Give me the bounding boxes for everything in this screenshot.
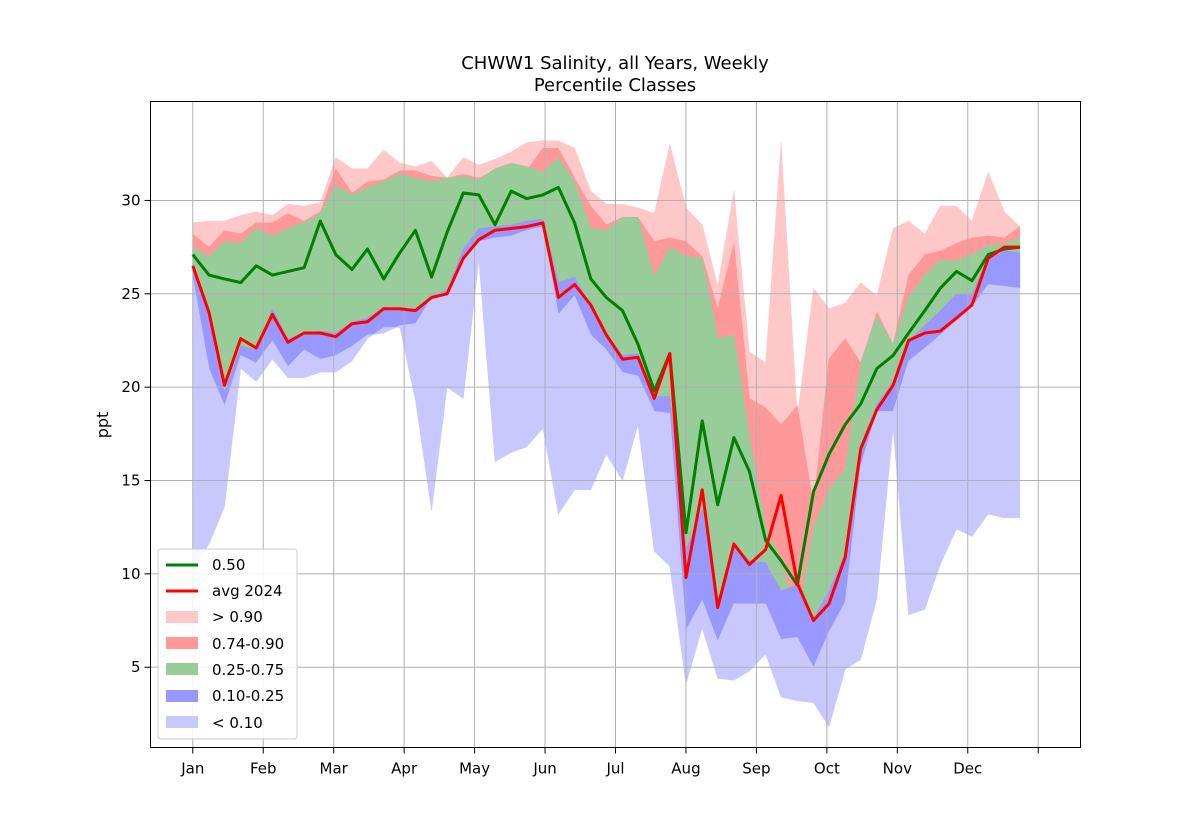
legend-swatch-p25-75 bbox=[166, 663, 198, 675]
legend-swatch-lt010 bbox=[166, 716, 198, 728]
legend: 0.50 avg 2024 > 0.90 0.74-0.90 0.25-0.75… bbox=[157, 548, 298, 740]
x-tick-label: Oct bbox=[814, 760, 840, 778]
y-tick-label: 15 bbox=[121, 472, 140, 490]
x-tick-label: Aug bbox=[671, 760, 700, 778]
legend-swatch-p74-90 bbox=[166, 637, 198, 649]
legend-swatch-gt090 bbox=[166, 611, 198, 623]
x-tick-label: Dec bbox=[953, 760, 982, 778]
y-tick-label: 5 bbox=[131, 658, 141, 676]
x-tick-label: Feb bbox=[250, 760, 277, 778]
y-tick-label: 10 bbox=[121, 565, 140, 583]
x-tick-label: Nov bbox=[883, 760, 912, 778]
y-axis-label: ppt bbox=[93, 412, 112, 439]
y-axis-ticks: 5 10 15 20 25 30 bbox=[121, 191, 151, 676]
x-tick-label: Apr bbox=[391, 760, 418, 778]
legend-label-p74-90: 0.74-0.90 bbox=[212, 635, 284, 653]
y-tick-label: 30 bbox=[121, 191, 140, 209]
x-tick-label: Jan bbox=[180, 760, 204, 778]
legend-label-avg2024: avg 2024 bbox=[212, 582, 283, 600]
y-tick-label: 25 bbox=[121, 285, 140, 303]
x-tick-label: Jun bbox=[532, 760, 556, 778]
x-tick-label: Jul bbox=[605, 760, 624, 778]
series-lines bbox=[191, 185, 1021, 622]
legend-label-p25-75: 0.25-0.75 bbox=[212, 661, 284, 679]
legend-label-gt090: > 0.90 bbox=[212, 608, 263, 626]
x-axis-ticks: Jan Feb Mar Apr May Jun Jul Aug Sep Oct Nov Dec bbox=[180, 747, 1039, 778]
legend-label-median: 0.50 bbox=[212, 556, 245, 574]
legend-label-p10-25: 0.10-0.25 bbox=[212, 687, 284, 705]
x-tick-label: Sep bbox=[742, 760, 770, 778]
percentile-bands bbox=[192, 140, 1021, 728]
y-tick-label: 20 bbox=[121, 378, 140, 396]
x-tick-label: Mar bbox=[320, 760, 349, 778]
legend-label-lt010: < 0.10 bbox=[212, 714, 263, 732]
grid bbox=[150, 101, 1081, 748]
median-line bbox=[191, 185, 1021, 587]
chart-subtitle: Percentile Classes bbox=[534, 75, 696, 96]
chart-title: CHWW1 Salinity, all Years, Weekly bbox=[461, 53, 769, 74]
legend-swatch-p10-25 bbox=[166, 690, 198, 702]
x-tick-label: May bbox=[459, 760, 490, 778]
avg-2024-line bbox=[191, 221, 1020, 622]
